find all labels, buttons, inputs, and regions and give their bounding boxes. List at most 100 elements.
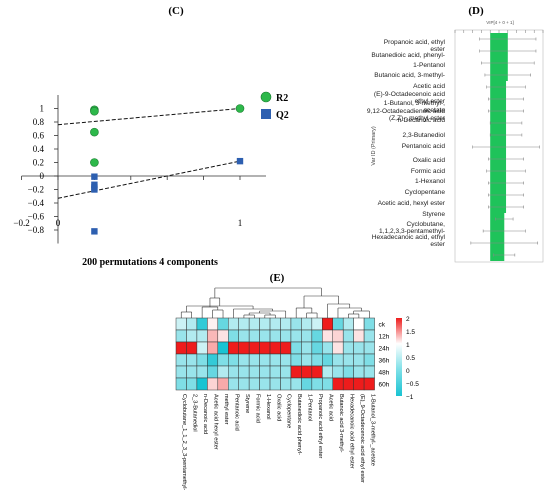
heatmap-column-label: Butanedioic acid phenyl-: [296, 394, 302, 455]
heatmap-column-label: (E)_9-Octadecenoic acid ethyl ester: [359, 394, 365, 483]
heatmap-cell: [248, 353, 260, 367]
heatmap-cell: [217, 317, 229, 331]
y-tick-label: 0.4: [33, 144, 45, 154]
heatmap-cell: [175, 341, 187, 355]
heatmap-cell: [280, 377, 292, 391]
y-tick-label: −0.2: [28, 185, 44, 195]
panel-c-permutation-plot: (C) −0.2 0 1 1 0.8 0.6 0.4 0.2 0 −0.2 −0.4 −0.6 −0.8…: [13, 5, 288, 268]
heatmap-column-label: Cyclopentane: [286, 394, 292, 428]
heatmap-cell: [175, 317, 187, 331]
y-tick-label: 0.6: [33, 131, 45, 141]
heatmap-cell: [353, 377, 365, 391]
vip-label: Oxalic acid: [413, 157, 446, 164]
heatmap-cell: [259, 329, 271, 343]
heatmap-cell: [186, 317, 198, 331]
heatmap-cell: [175, 365, 187, 379]
panel-e-heatmap: (E) ck 12h 24h 36h 48h 60h Cyclobutane_1_1_2_3…: [175, 272, 419, 490]
vip-label-line: Propanoic acid, ethyl: [384, 39, 446, 46]
heatmap-cell: [342, 377, 354, 391]
heatmap-column-label: Pentanoic acid: [233, 394, 239, 431]
heatmap-cell: [196, 365, 208, 379]
vip-label: Acetic acid: [413, 83, 445, 90]
vip-label: 1-Pentanol: [413, 62, 445, 69]
color-scale-tick-label: 0: [406, 368, 410, 375]
y-tick-label: 0.2: [33, 158, 44, 168]
vip-label-line: 1-Pentanol: [413, 62, 445, 69]
vip-label-line: ethyl ester: [415, 98, 446, 105]
vip-label-line: Cyclobutane,: [407, 221, 446, 228]
vip-label: Formic acid: [411, 168, 445, 175]
heatmap-cell: [207, 317, 219, 331]
vip-label: Acetic acid, hexyl ester: [378, 200, 446, 207]
panel-e-label: (E): [270, 272, 285, 284]
heatmap-cell: [322, 377, 333, 391]
heatmap-cell: [332, 317, 344, 331]
heatmap-cell: [301, 353, 313, 367]
vip-label: Butanoic acid, 3-methyl-: [374, 72, 445, 79]
heatmap-row-label: 60h: [379, 382, 390, 389]
heatmap-cell: [186, 377, 198, 391]
heatmap-cell: [311, 365, 323, 379]
heatmap-cell: [301, 377, 313, 391]
heatmap-cell: [290, 317, 302, 331]
heatmap-cell: [353, 365, 365, 379]
heatmap-cell: [238, 329, 250, 343]
heatmap-cell: [186, 341, 198, 355]
heatmap-cell: [207, 365, 219, 379]
vip-label: Cyclobutane, 1,1,2,3,3-pentamethyl-: [379, 221, 445, 235]
y-tick-label: 1: [40, 104, 45, 114]
data-point-r2: [90, 158, 99, 167]
color-scale-tick-label: −1: [406, 394, 414, 401]
y-tick-label: −0.6: [28, 212, 45, 222]
heatmap-cell: [332, 341, 344, 355]
heatmap-column-label: n-Decanoic acid: [202, 394, 208, 434]
heatmap-cell: [196, 317, 208, 331]
heatmap-cell: [290, 329, 302, 343]
heatmap-row-label: 36h: [379, 358, 390, 365]
vip-label: Styrene: [422, 211, 445, 218]
vip-label-line: Oxalic acid: [413, 157, 446, 164]
y-tick-label: 0: [40, 171, 45, 181]
heatmap-column-label: Styrene: [244, 394, 250, 413]
heatmap-cell: [301, 365, 313, 379]
legend-label-q2: Q2: [276, 110, 289, 121]
data-point-q2: [236, 157, 244, 165]
heatmap-cell: [217, 353, 229, 367]
vip-label-line: Butanedioic acid, phenyl-: [371, 52, 445, 59]
heatmap-column-label: Hexadecanoic acid ethyl ester: [348, 394, 354, 469]
heatmap-cell: [196, 329, 208, 343]
heatmap-cell: [290, 377, 302, 391]
heatmap-cell: [290, 353, 302, 367]
heatmap-cell: [280, 365, 292, 379]
vip-label-line: Pentanoic acid: [402, 143, 446, 150]
heatmap-row-label: ck: [379, 322, 386, 329]
heatmap-cell: [342, 365, 354, 379]
heatmap-column-label: 1-Pentanol: [307, 394, 313, 421]
heatmap-cell: [259, 377, 271, 391]
vip-label-line: 9,12-Octadecadienoic acid: [367, 108, 445, 115]
heatmap-cell: [363, 353, 375, 367]
heatmap-cell: [280, 353, 292, 367]
heatmap-row-label: 24h: [379, 346, 390, 353]
heatmap-cell: [322, 353, 333, 367]
heatmap-cell: [175, 377, 187, 391]
vip-label: n-Decanoic acid: [398, 117, 446, 124]
vip-label-line: Hexadecanoic acid, ethyl: [372, 234, 446, 241]
heatmap-column-label: Cyclobutane_1_1_2_3_3-pentamethyl-: [181, 394, 187, 490]
color-scale-tick-label: 0.5: [406, 355, 415, 362]
vip-label: 9,12-Octadecadienoic acid (Z,Z)-, methyl …: [367, 108, 446, 122]
heatmap-cell: [363, 317, 375, 331]
heatmap-cell: [217, 365, 229, 379]
y-axis-label: Var ID (Primary): [371, 126, 377, 165]
panel-c-x-axis-label: 200 permutations 4 components: [82, 257, 218, 268]
heatmap-cell: [175, 353, 187, 367]
heatmap-cell: [301, 317, 313, 331]
heatmap-cell: [332, 377, 344, 391]
vip-label-line: (E)-9-Octadecenoic acid: [374, 91, 445, 98]
heatmap-cell: [228, 377, 239, 391]
heatmap-column-label: 1-Hexanol: [265, 394, 271, 420]
heatmap-column-label: methyl ester: [223, 394, 229, 425]
vip-label-line: 1-Butanol, 3-methyl-,: [384, 100, 445, 107]
y-tick-label: −0.8: [28, 225, 45, 235]
